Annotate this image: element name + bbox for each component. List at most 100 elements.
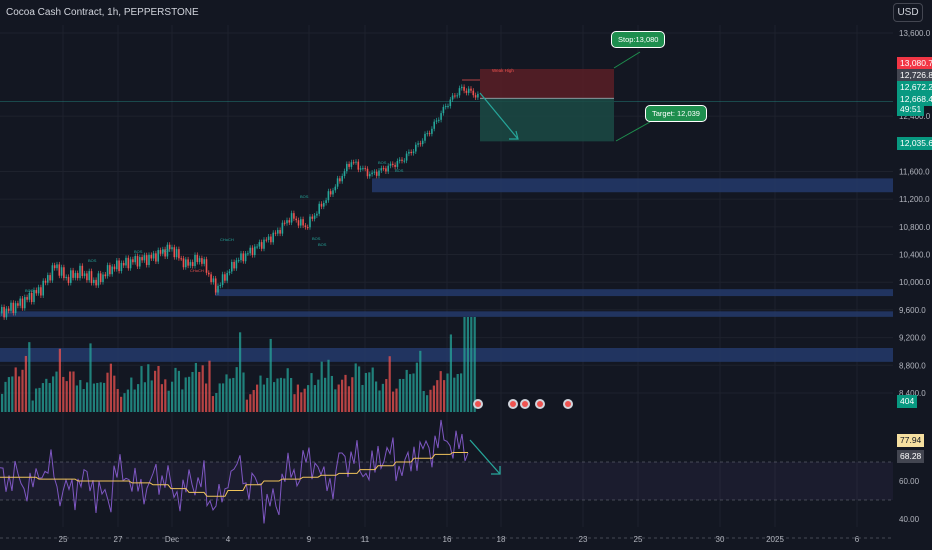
volume-bar (324, 377, 327, 412)
candle-body (451, 95, 454, 100)
volume-bar (327, 359, 330, 412)
volume-bar (415, 362, 418, 412)
candle-body (316, 213, 318, 216)
volume-bar (337, 384, 340, 412)
volume-bar (52, 376, 55, 412)
candle-body (371, 172, 373, 175)
candle-body (93, 279, 95, 283)
volume-bar (191, 371, 194, 412)
candle-body (454, 95, 456, 97)
volume-bar (31, 400, 34, 412)
candle-body (405, 153, 408, 161)
volume-bar (313, 385, 316, 412)
candle-body (132, 259, 134, 263)
zone-rect (0, 311, 893, 317)
candle-body (226, 272, 228, 281)
volume-bar (18, 376, 21, 412)
candle-body (47, 275, 49, 283)
projection-arrow (479, 92, 519, 140)
candle-body (364, 168, 366, 170)
candle-body (3, 307, 5, 318)
candle-body (320, 203, 323, 207)
candle-body (196, 254, 199, 262)
volume-bar (7, 377, 10, 412)
candle-body (260, 242, 263, 249)
volume-bar (194, 362, 197, 412)
candle-body (210, 274, 212, 283)
candle-body (118, 260, 120, 272)
volume-bar (4, 381, 7, 412)
candle-body (373, 171, 376, 173)
candle-body (157, 250, 159, 262)
candle-body (185, 259, 187, 268)
structure-label: BOS (88, 258, 97, 263)
volume-bar (82, 389, 85, 412)
candle-body (194, 254, 196, 267)
volume-bar (218, 383, 221, 412)
candle-body (277, 230, 279, 234)
candle-body (5, 308, 8, 318)
volume-bar (266, 377, 269, 412)
candle-body (359, 168, 362, 170)
candle-body (463, 86, 465, 91)
candle-body (120, 262, 123, 272)
candle-body (72, 270, 74, 278)
candle-body (313, 215, 316, 219)
volume-bar (11, 376, 14, 412)
candle-body (477, 93, 479, 98)
candle-body (272, 232, 274, 243)
candle-body (122, 262, 125, 266)
candle-body (139, 257, 141, 267)
candle-body (424, 133, 426, 141)
volume-bar (412, 373, 415, 412)
zone-rect (372, 178, 893, 193)
candle-body (256, 246, 258, 248)
time-tick: 25 (59, 535, 68, 544)
volume-bar (439, 371, 442, 412)
candle-body (339, 178, 341, 182)
price-tick: 12,400.0 (899, 112, 931, 121)
volume-bar (330, 375, 333, 412)
candle-body (419, 143, 422, 145)
volume-bar (419, 350, 422, 412)
volume-bar (259, 375, 262, 412)
volume-bar (103, 382, 106, 412)
candle-body (125, 257, 127, 266)
volume-bar (409, 374, 412, 412)
candle-body (150, 254, 153, 259)
volume-bar (296, 384, 299, 412)
candle-body (281, 222, 284, 234)
candle-body (102, 274, 104, 283)
candle-body (1, 307, 3, 314)
stop-callout[interactable]: Stop:13,080 (611, 31, 666, 48)
volume-bar (92, 383, 95, 412)
candle-body (178, 249, 180, 259)
candle-body (431, 128, 433, 134)
target-callout[interactable]: Target: 12,039 (645, 105, 707, 122)
candle-body (341, 176, 343, 182)
countdown-tag: 49:51 (897, 103, 925, 116)
candle-body (237, 260, 240, 262)
candle-body (288, 220, 291, 223)
candle-body (95, 279, 97, 286)
volume-bar (242, 372, 245, 412)
candle-body (274, 232, 277, 234)
rsi-ma-line (0, 452, 468, 497)
time-axis: 25 27 Dec 4 9 11 16 18 23 25 30 2025 6 (59, 535, 860, 544)
volume-bar (361, 384, 364, 412)
volume-bar (432, 385, 435, 412)
currency-button[interactable]: USD (893, 3, 923, 22)
volume-bar (58, 348, 61, 412)
volume-tag: 404 (897, 395, 918, 408)
structure-label: BOS (25, 288, 34, 293)
candle-body (214, 278, 217, 293)
volume-bar (201, 365, 204, 412)
position-tool[interactable] (462, 51, 651, 409)
candle-body (297, 220, 300, 226)
volume-bar (24, 355, 27, 412)
volume-bar (99, 382, 102, 412)
volume-bar (235, 367, 238, 412)
time-tick: 6 (855, 535, 860, 544)
candle-body (141, 257, 143, 261)
